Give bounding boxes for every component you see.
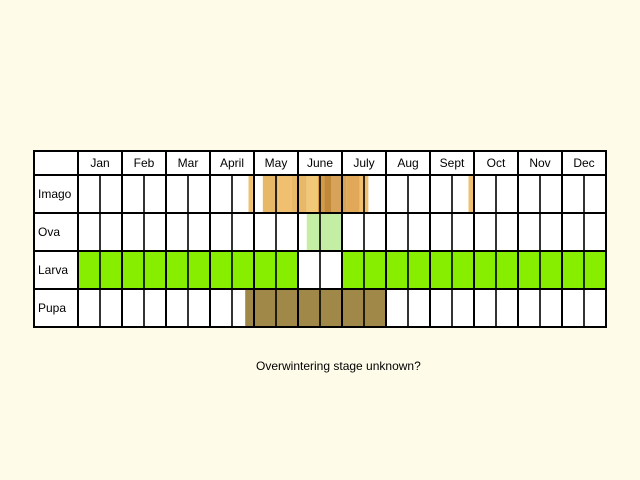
mark-imago-3 xyxy=(291,175,307,213)
mark-imago-6 xyxy=(324,175,331,213)
mark-imago-0 xyxy=(248,175,253,213)
month-header-may: May xyxy=(265,156,288,170)
mark-imago-4 xyxy=(306,175,318,213)
month-header-oct: Oct xyxy=(487,156,506,170)
month-header-jan: Jan xyxy=(90,156,109,170)
month-header-july: July xyxy=(353,156,374,170)
mark-imago-8 xyxy=(346,175,360,213)
month-header-june: June xyxy=(307,156,333,170)
mark-imago-2 xyxy=(278,175,292,213)
table-border xyxy=(33,150,607,328)
month-header-nov: Nov xyxy=(529,156,550,170)
month-header-april: April xyxy=(220,156,244,170)
month-header-mar: Mar xyxy=(178,156,199,170)
row-label-ova: Ova xyxy=(38,225,60,239)
row-label-pupa: Pupa xyxy=(38,301,66,315)
mark-imago-1 xyxy=(262,175,279,213)
month-header-dec: Dec xyxy=(573,156,594,170)
mark-pupa-0 xyxy=(245,289,386,327)
mark-imago-7 xyxy=(331,175,347,213)
month-header-aug: Aug xyxy=(397,156,418,170)
mark-ova-0 xyxy=(306,213,342,251)
month-header-feb: Feb xyxy=(134,156,155,170)
row-label-larva: Larva xyxy=(38,263,68,277)
footnote: Overwintering stage unknown? xyxy=(256,359,421,373)
mark-imago-10 xyxy=(468,175,474,213)
month-header-sept: Sept xyxy=(440,156,465,170)
row-label-imago: Imago xyxy=(38,187,72,201)
mark-imago-5 xyxy=(317,175,325,213)
